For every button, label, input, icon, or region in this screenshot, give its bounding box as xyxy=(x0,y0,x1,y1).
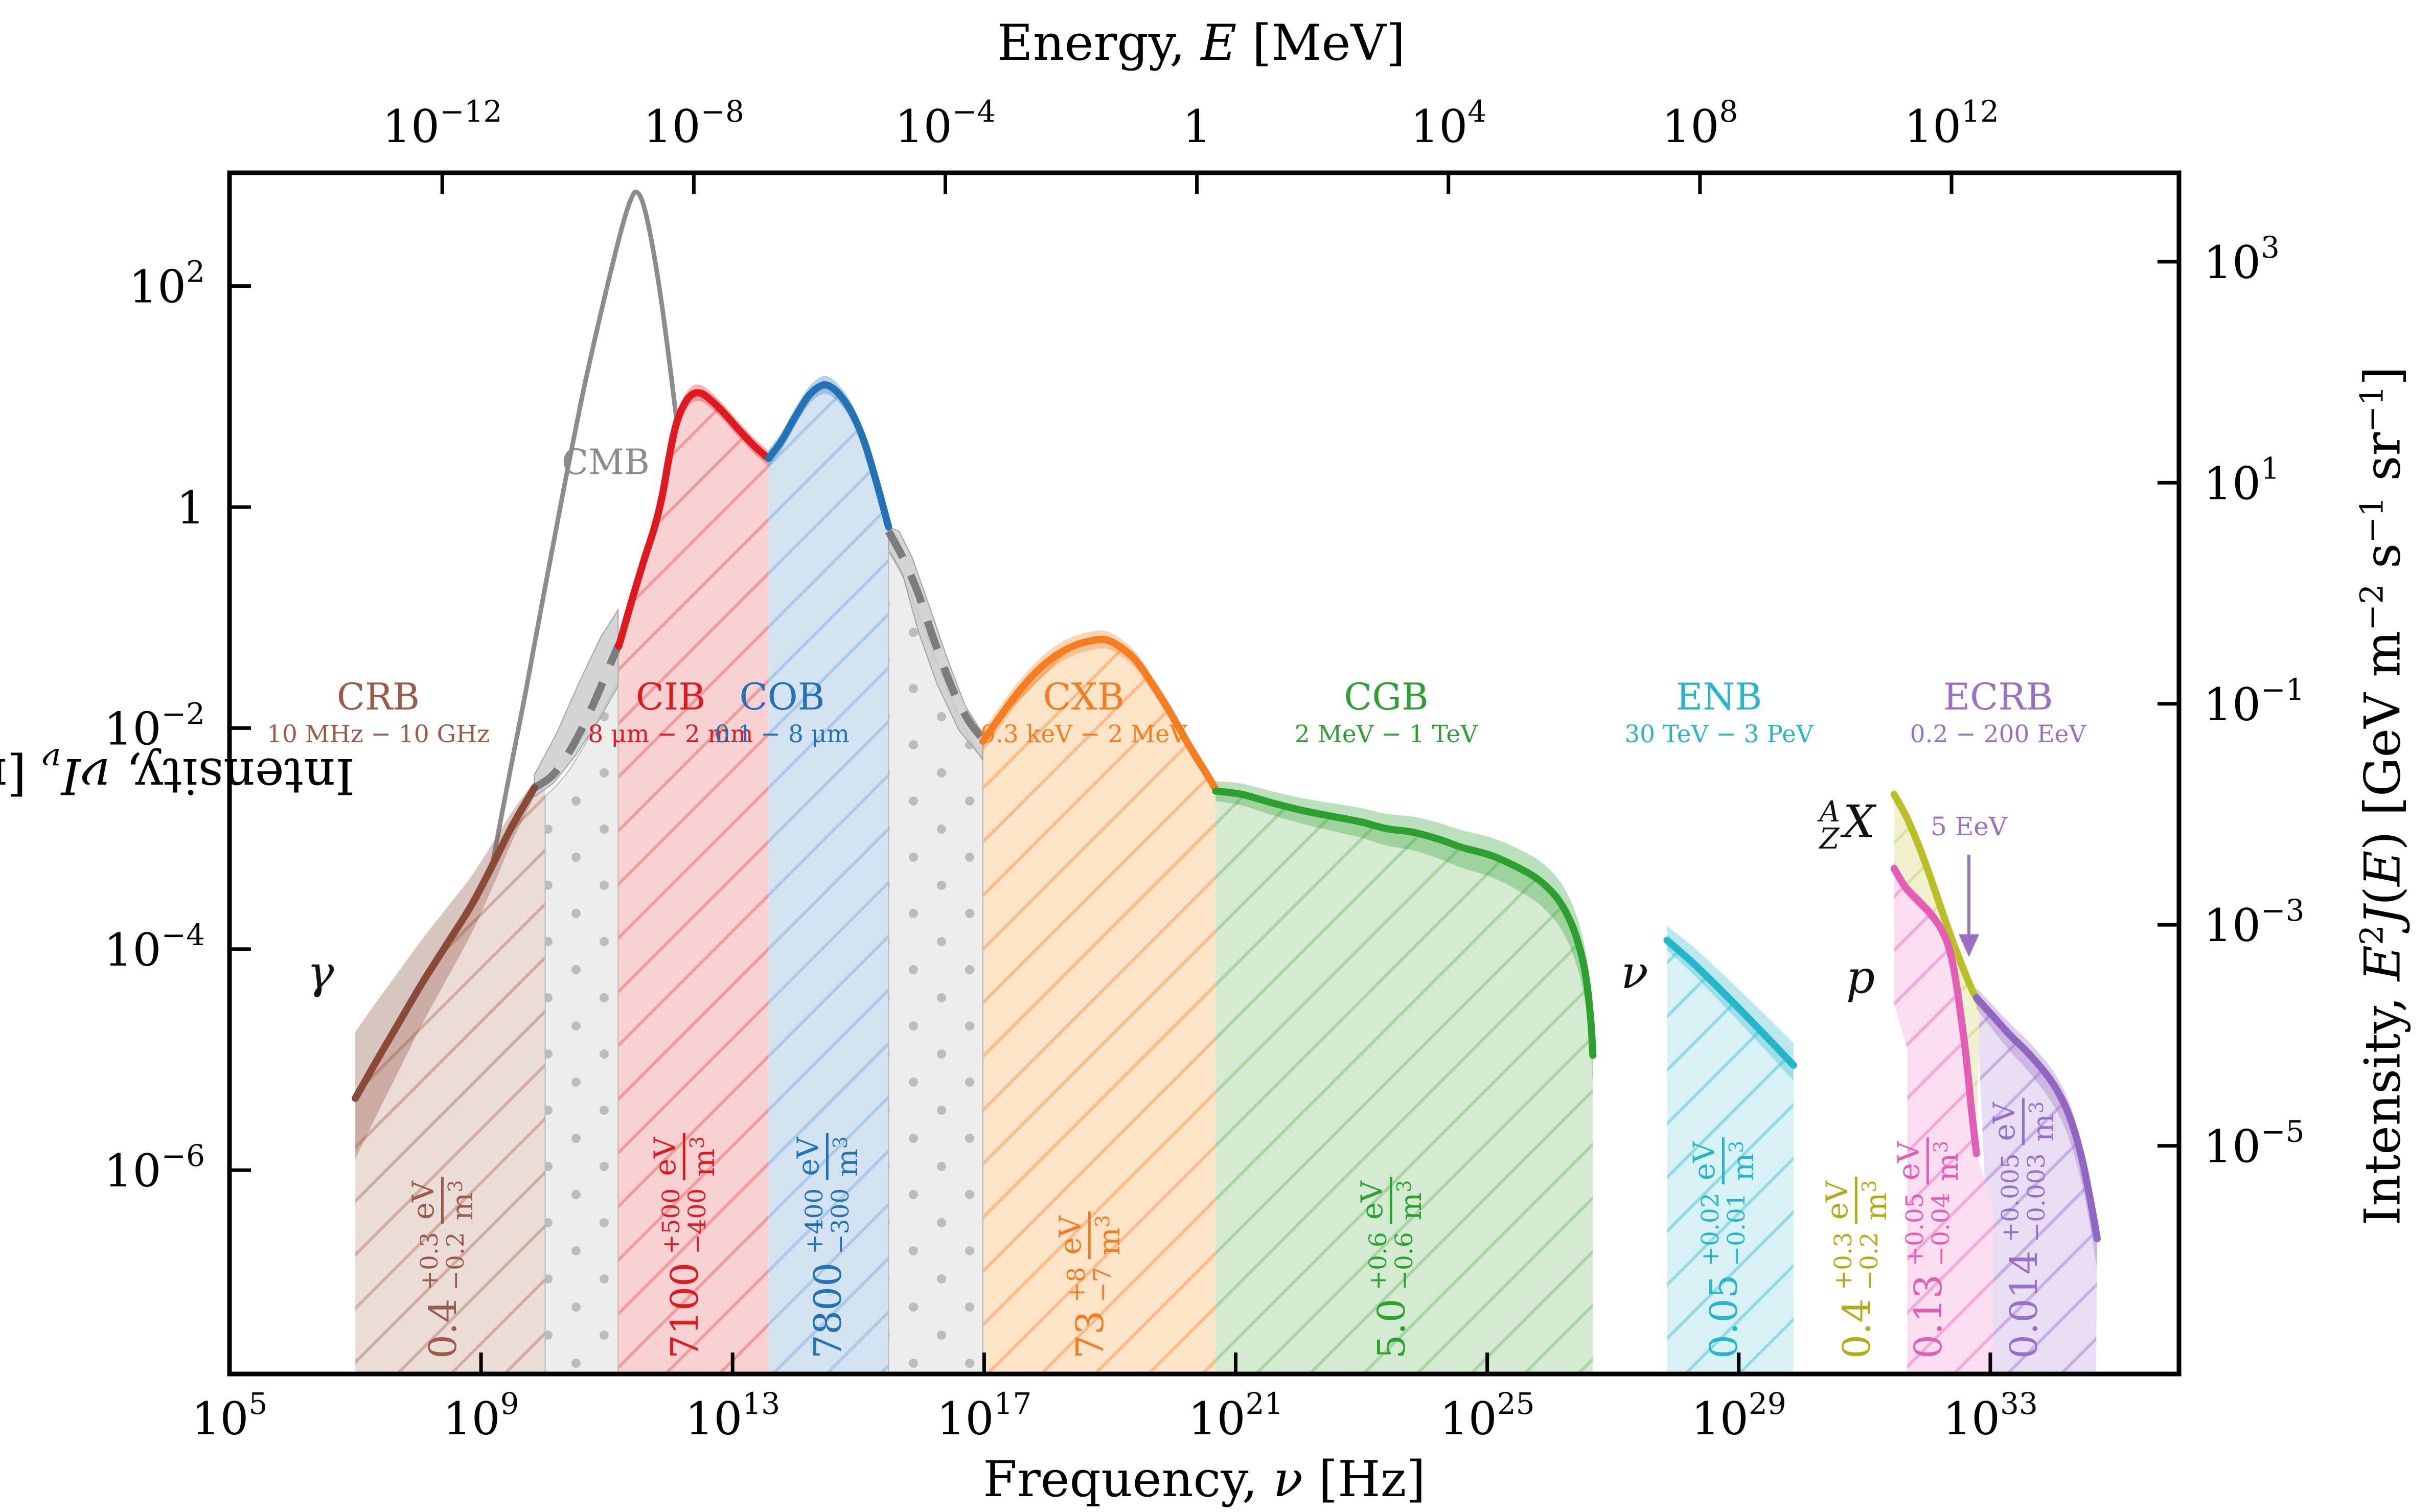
enb-title: ENB xyxy=(1676,675,1762,718)
region-label-cxb: CXB 0.3 keV − 2 MeV xyxy=(980,674,1187,750)
y-axis-tick-label: 10−6 xyxy=(104,1138,205,1197)
cxb-band-fill xyxy=(982,639,1216,1374)
ecrb-curve xyxy=(1972,994,2101,1243)
x-axis-tick-label: 1017 xyxy=(936,1386,1031,1445)
cgb-curve xyxy=(1212,787,1597,1059)
enb-band-fill xyxy=(1667,940,1794,1374)
x-axis-tick-label: 105 xyxy=(192,1386,268,1445)
x-axis-tick-label: 1025 xyxy=(1440,1386,1535,1445)
eev-arrow-head xyxy=(1959,934,1979,957)
dotted1-band xyxy=(544,681,619,1374)
top-axis-tick-label: 10−12 xyxy=(382,94,502,153)
wedge1-uncertainty xyxy=(534,608,619,798)
region-label-cgb: CGB 2 MeV − 1 TeV xyxy=(1295,674,1478,750)
nuclei-curve xyxy=(1890,791,1983,1006)
cgb-title: CGB xyxy=(1344,675,1429,718)
ecrb-title: ECRB xyxy=(1943,675,2053,718)
cob-energy-density-text: 7800 +400 −300 eV m3 xyxy=(791,1133,864,1359)
region-label-cob: COB 0.1 − 8 μm xyxy=(715,674,850,750)
enb-curve xyxy=(1663,936,1797,1069)
right-axis-tick-label: 103 xyxy=(2204,230,2280,289)
cxb-range: 0.3 keV − 2 MeV xyxy=(980,720,1187,748)
cgb-range: 2 MeV − 1 TeV xyxy=(1294,720,1478,748)
neutrino-label: ν xyxy=(1621,946,1648,999)
y-axis-tick-label: 10−4 xyxy=(104,918,205,976)
region-label-enb: ENB 30 TeV − 3 PeV xyxy=(1624,674,1814,750)
cib-energy-density-text: 7100 +500 −400 eV m3 xyxy=(648,1133,721,1359)
cib-band-fill xyxy=(618,393,769,1374)
top-axis-tick-label: 10−8 xyxy=(644,94,744,153)
y-axis-tick-label: 1 xyxy=(176,482,205,534)
ecrb-range: 0.2 − 200 EeV xyxy=(1910,720,2086,748)
cxb-curve xyxy=(979,635,1220,793)
plot-area xyxy=(352,190,2101,1374)
plot-frame xyxy=(227,170,2182,1377)
top-axis-tick-label: 104 xyxy=(1410,94,1486,153)
nuclei-band-fill xyxy=(1894,794,1980,1154)
top-axis-tick-label: 10−4 xyxy=(895,94,996,153)
crb-energy-density-text: 0.4 +0.3 −0.2 eV m3 xyxy=(406,1176,479,1359)
enb-energy-density-text: 0.05 +0.02 −0.01 eV m3 xyxy=(1687,1137,1760,1359)
cob-title: COB xyxy=(739,675,825,718)
x-axis-title: Frequency, ν [Hz] xyxy=(983,1451,1426,1508)
crb-curve xyxy=(352,784,538,1102)
right-axis-tick-label: 10−1 xyxy=(2204,672,2304,731)
cmb-text-label: CMB xyxy=(562,442,650,483)
cib-title: CIB xyxy=(635,675,706,718)
top-axis-title: Energy, E [MeV] xyxy=(997,14,1406,72)
cob-range: 0.1 − 8 μm xyxy=(715,720,850,748)
x-axis-tick-label: 1029 xyxy=(1691,1386,1786,1445)
top-axis-tick-label: 1012 xyxy=(1904,94,1999,153)
gamma-label: γ xyxy=(307,946,334,999)
x-axis-tick-label: 1013 xyxy=(685,1386,780,1445)
enb-range: 30 TeV − 3 PeV xyxy=(1624,720,1814,748)
cgb-band-fill xyxy=(1215,791,1593,1374)
region-label-cib: CIB 8 μm − 2 mm xyxy=(588,674,753,750)
crb-band-fill xyxy=(355,781,545,1374)
crb-range: 10 MHz − 10 GHz xyxy=(267,720,490,748)
region-label-ecrb: ECRB 0.2 − 200 EeV xyxy=(1910,674,2086,750)
cgb-energy-density-text: 5.0 +0.6 −0.6 eV m3 xyxy=(1355,1176,1428,1359)
ecrb-energy-density-text: 0.014 +0.005 −0.003 eV m3 xyxy=(1987,1097,2060,1359)
nuclei-energy-density-text: 0.4 +0.3 −0.2 eV m3 xyxy=(1820,1176,1893,1359)
cmb-curve xyxy=(478,190,693,926)
proton-band-fill xyxy=(1894,868,1994,1374)
eev-text-label: 5 EeV xyxy=(1931,812,2007,841)
right-axis-title-text: Intensity, E2J(E) [GeV m−2 s−1 sr−1] xyxy=(2353,366,2411,1226)
right-axis-tick-label: 10−5 xyxy=(2204,1114,2304,1173)
crb-title: CRB xyxy=(336,675,420,718)
cib-curve xyxy=(615,389,772,650)
right-axis-tick-label: 10−3 xyxy=(2204,893,2304,952)
cib-range: 8 μm − 2 mm xyxy=(588,720,753,748)
right-axis-tick-label: 101 xyxy=(2204,451,2280,510)
ecrb-band-fill xyxy=(1993,1034,2098,1374)
cob-curve xyxy=(765,381,892,531)
top-axis-tick-label: 108 xyxy=(1662,94,1738,153)
cxb-energy-density-text: 73 +8 −7 eV m3 xyxy=(1053,1211,1127,1359)
proton-curve xyxy=(1890,865,1980,1157)
cxb-title: CXB xyxy=(1043,675,1125,718)
x-axis-tick-label: 1021 xyxy=(1188,1386,1283,1445)
cob-band-fill xyxy=(768,384,889,1374)
top-axis-tick-label: 1 xyxy=(1183,100,1211,153)
dash2-dashed-curve xyxy=(885,529,986,742)
region-label-crb: CRB 10 MHz − 10 GHz xyxy=(267,674,490,750)
x-axis-tick-label: 109 xyxy=(443,1386,519,1445)
proton-energy-density-text: 0.13 +0.05 −0.04 eV m3 xyxy=(1891,1137,1965,1359)
y-axis-tick-label: 102 xyxy=(129,255,205,313)
proton-label: p xyxy=(1846,951,1875,1004)
x-axis-tick-label: 1033 xyxy=(1943,1386,2038,1445)
y-axis-title-text: Intensity, νIν [nW m−2 sr−1] xyxy=(0,741,355,805)
dash1-dashed-curve xyxy=(532,643,623,791)
